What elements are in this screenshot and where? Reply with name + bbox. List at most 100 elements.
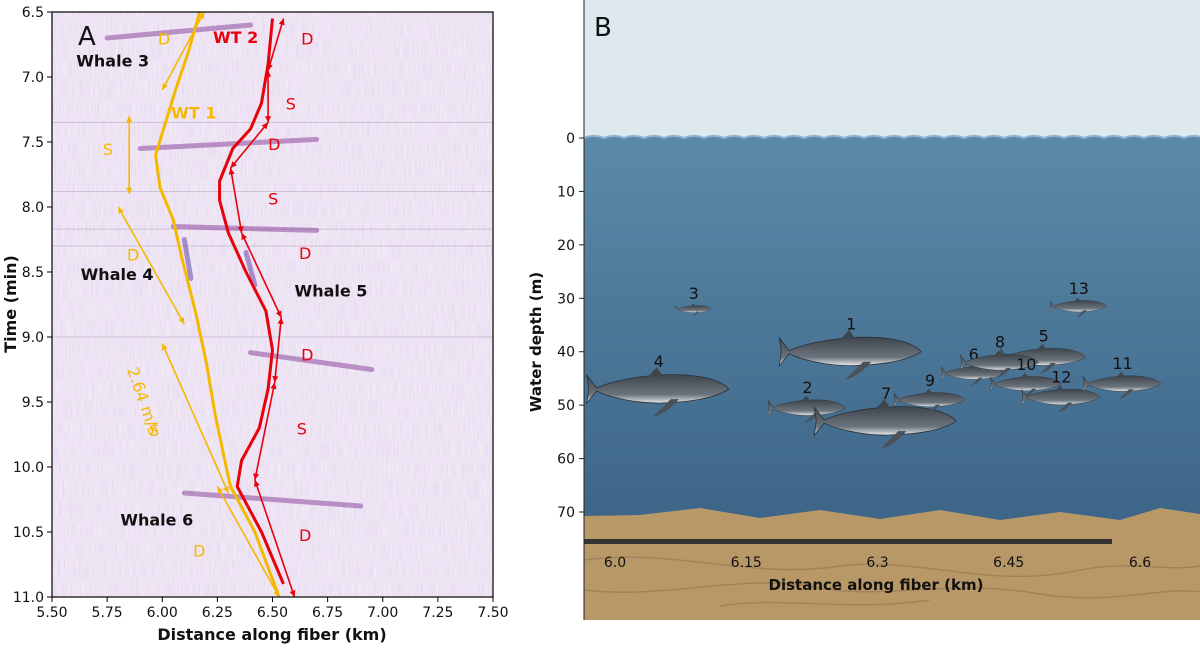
sky [584,0,1200,138]
track-1 [154,12,281,597]
depth-tick-label: 20 [557,238,575,254]
y-ticks: 6.5 7.0 7.5 8.0 8.5 9.0 9.5 10.0 10.5 11.0 [13,5,52,606]
double-arrow [117,206,185,325]
y-tick-label: 9.0 [22,330,44,346]
fiber-tick-label: 6.3 [866,555,888,571]
track-label: WT 2 [213,28,258,47]
double-arrow [254,479,296,597]
fiber-tick-label: 6.6 [1129,555,1151,571]
whale-icon [960,350,1039,378]
y-tick-label: 7.5 [22,135,44,151]
annotation-d: D [299,244,311,263]
whale-number: 10 [1016,355,1036,374]
double-arrow [216,486,280,597]
fiber-tick-label: 6.0 [604,555,626,571]
water-surface-wave [583,135,1200,140]
depth-tick-label: 40 [557,345,575,361]
whale-number: 13 [1069,279,1089,298]
y-tick-label: 7.0 [22,70,44,86]
whale-icon [941,363,1006,386]
whale-number: 11 [1112,354,1132,373]
double-arrow [265,70,272,123]
whale-icon [1082,371,1162,400]
whale-label: Whale 3 [76,52,149,71]
annotation-d: D [299,526,311,545]
call-streak [170,224,320,233]
double-arrow [266,18,285,71]
call-streak [181,237,194,281]
whale-icon [675,303,712,316]
water [584,136,1200,532]
whale-label: Whale 5 [295,282,368,301]
y-tick-label: 8.0 [22,200,44,216]
x-axis-label: Distance along fiber (km) [157,625,386,644]
y-tick-label: 8.5 [22,265,44,281]
y-tick-label: 10.0 [13,460,44,476]
call-streak [104,22,253,41]
fiber-distance-ticks: 6.0 6.15 6.3 6.45 6.6 [604,555,1151,571]
whale-icon [989,372,1062,398]
panel-label-a: A [78,22,96,52]
call-streak [181,490,364,509]
x-tick-label: 6.75 [312,605,343,621]
double-arrow [253,382,277,481]
call-streak [243,250,258,288]
whale-number: 4 [654,352,664,371]
whale-number: 8 [995,333,1005,352]
annotation-d: D [301,30,313,49]
annotation-d: D [158,30,170,49]
x-tick-label: 5.75 [92,605,123,621]
y-axis-label: Time (min) [1,255,20,353]
annotation-d: D [127,245,139,264]
track-label: WT 1 [171,104,216,123]
track-2 [218,18,285,585]
fiber-tick-label: 6.15 [731,555,762,571]
seabed [584,508,1200,620]
double-arrow [229,121,269,169]
call-streak [137,136,320,151]
whale-number: 9 [925,371,935,390]
whale-number: 7 [881,384,891,403]
double-arrow [161,12,205,91]
fiber-axis-label: Distance along fiber (km) [769,576,984,594]
whale-icon [778,329,922,380]
whale-label: Whale 4 [81,265,154,284]
annotation-s: S [103,140,113,159]
y-tick-label: 9.5 [22,395,44,411]
direction-arrows [117,12,296,597]
depth-tick-label: 70 [557,505,575,521]
y-tick-label: 6.5 [22,5,44,21]
x-tick-label: 6.00 [147,605,178,621]
annotation-s: S [268,189,278,208]
whale-icon [1021,385,1101,413]
seabed-layers [583,556,1200,607]
annotation-s: S [297,420,307,439]
whale-icon [813,399,957,450]
depth-ticks: 0 10 20 30 40 50 60 70 [557,131,584,521]
depth-tick-label: 30 [557,291,575,307]
fiber-cable [584,539,1112,544]
whale-number: 2 [802,378,812,397]
double-arrow [228,167,244,234]
depth-tick-label: 10 [557,184,575,200]
annotation-s: S [149,421,159,440]
whale-number: 6 [969,345,979,364]
whale-number: 1 [846,315,856,334]
double-arrow [272,317,284,383]
double-arrow [240,232,283,318]
annotation-d: D [268,135,280,154]
whale-icon [586,367,730,418]
double-arrow [126,116,133,194]
x-tick-label: 5.50 [36,605,67,621]
x-tick-label: 6.50 [257,605,288,621]
y-tick-label: 10.5 [13,525,44,541]
plot-noise [52,12,493,597]
whale-number: 12 [1051,367,1071,386]
panel-label-b: B [594,13,612,43]
x-tick-label: 7.50 [477,605,508,621]
depth-axis-label: Water depth (m) [527,272,545,412]
whale-icon [1049,297,1107,318]
